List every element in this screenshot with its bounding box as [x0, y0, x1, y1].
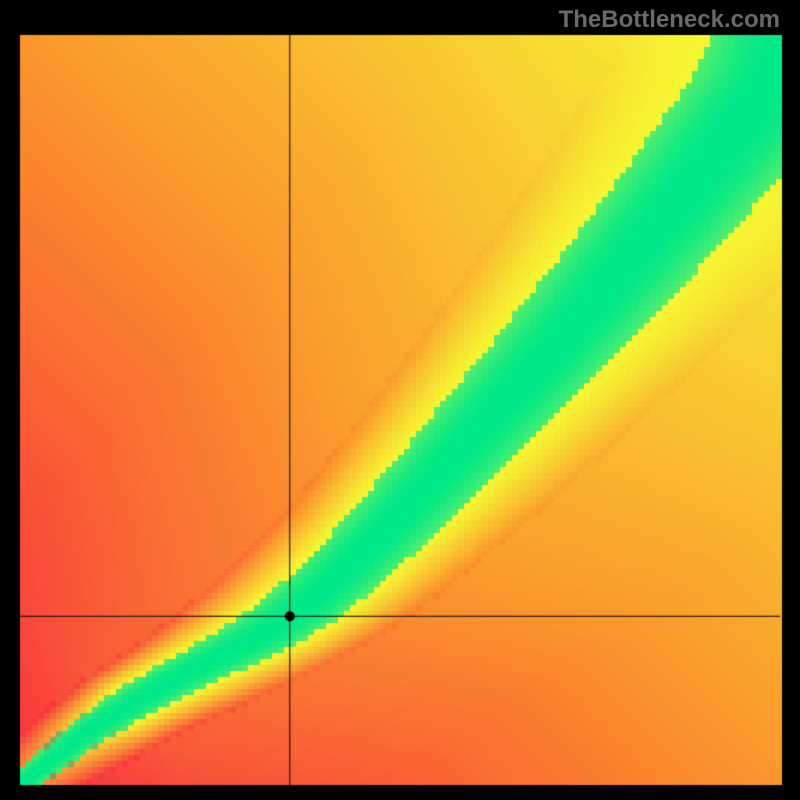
watermark-text: TheBottleneck.com: [559, 6, 780, 34]
bottleneck-heatmap: [0, 0, 800, 800]
chart-container: TheBottleneck.com: [0, 0, 800, 800]
